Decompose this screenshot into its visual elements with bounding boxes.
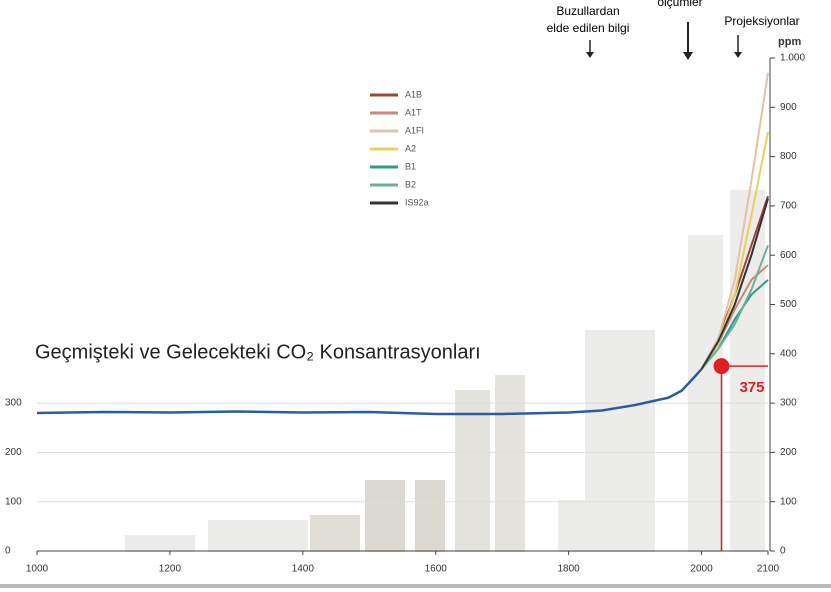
x-tick-label: 1200 xyxy=(159,564,182,575)
legend-label: A1FI xyxy=(405,125,424,135)
chart-title: Geçmişteki ve Gelecekteki CO₂ Konsantras… xyxy=(35,341,481,363)
y2-tick-label: 100 xyxy=(780,496,797,507)
y-tick-label: 200 xyxy=(5,447,22,458)
x-tick-label: 2000 xyxy=(690,564,713,575)
legend-label: IS92a xyxy=(405,197,429,207)
chart: Buzullardan elde edilen bilgi ölçümler P… xyxy=(0,0,831,592)
y2-tick-label: 800 xyxy=(780,151,797,162)
x-tick-label: 1000 xyxy=(26,564,49,575)
annotation: ölçümler xyxy=(657,0,702,9)
x-tick-label: 1600 xyxy=(425,564,448,575)
legend-label: A2 xyxy=(405,143,416,153)
highlight-label: 375 xyxy=(739,379,764,396)
highlight-point xyxy=(713,358,729,374)
y-tick-label: 100 xyxy=(5,496,22,507)
y2-tick-label: 1.000 xyxy=(780,53,805,64)
x-tick-label: 1400 xyxy=(292,564,315,575)
y2-tick-label: 600 xyxy=(780,250,797,261)
annotation: Projeksiyonlar xyxy=(724,14,799,28)
legend-label: B2 xyxy=(405,179,416,189)
y2-tick-label: 700 xyxy=(780,201,797,212)
y-tick-label: 0 xyxy=(5,546,11,557)
legend-label: A1B xyxy=(405,89,422,99)
arrow xyxy=(734,52,742,58)
arrow xyxy=(683,52,693,60)
unit-label: ppm xyxy=(778,36,801,48)
y-tick-label: 300 xyxy=(5,398,22,409)
y2-tick-label: 200 xyxy=(780,447,797,458)
y2-tick-label: 400 xyxy=(780,348,797,359)
x-tick-label: 1800 xyxy=(558,564,581,575)
x-tick-label: 2100 xyxy=(757,564,780,575)
annotation: Buzullardan xyxy=(556,4,619,18)
arrow xyxy=(586,52,594,58)
annotation: elde edilen bilgi xyxy=(547,21,630,35)
legend-label: A1T xyxy=(405,107,422,117)
y2-tick-label: 900 xyxy=(780,102,797,113)
y2-tick-label: 300 xyxy=(780,398,797,409)
y2-tick-label: 500 xyxy=(780,299,797,310)
legend-label: B1 xyxy=(405,161,416,171)
background-city xyxy=(125,190,765,552)
y2-tick-label: 0 xyxy=(780,546,786,557)
